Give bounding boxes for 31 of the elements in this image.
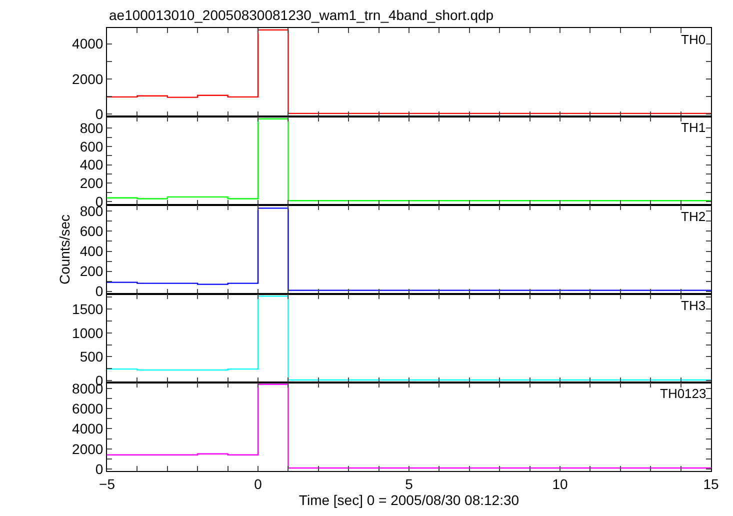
x-tick-label: 15 [703,476,719,492]
text: TH0123 [660,386,706,401]
y-tick-label: 200 [80,175,104,192]
y-tick-label: 2000 [72,70,104,87]
text: TH2 [681,209,706,224]
y-tick-label: 600 [80,138,104,154]
chart-title: ae100013010_20050830081230_wam1_trn_4band_short.qdp [109,7,494,23]
text: TH1 [681,120,706,135]
y-axis-title: Counts/sec [56,214,72,285]
y-tick-label: 0 [95,106,104,122]
y-tick-label: 4000 [72,420,104,437]
y-tick-label: 1000 [72,324,104,341]
y-tick-label: 1500 [72,300,104,317]
y-tick-label: 500 [80,348,104,365]
y-tick-label: 200 [80,263,104,280]
y-tick-label: 400 [80,243,104,260]
y-tick-label: 2000 [72,440,104,457]
y-tick-label: 0 [95,283,104,300]
y-tick-label: 4000 [72,36,104,52]
x-tick-label: 5 [405,476,414,492]
y-tick-label: 6000 [72,400,104,416]
y-tick-label: 600 [80,223,104,240]
x-tick-label: 10 [552,476,568,492]
y-tick-label: 800 [80,120,104,136]
text: TH3 [681,298,706,313]
x-tick-label: −5 [99,476,116,492]
x-tick-label: 0 [254,476,262,492]
y-tick-label: 400 [80,156,104,173]
text: TH0 [681,32,706,47]
x-axis-title: Time [sec] 0 = 2005/08/30 08:12:30 [298,492,520,508]
y-tick-label: 0 [95,460,104,477]
